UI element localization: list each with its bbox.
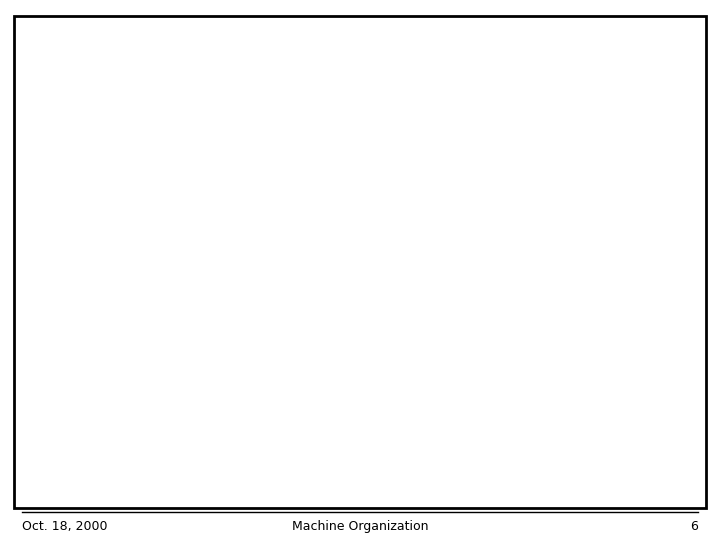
Text: Write-back Cycle (WB): Write-back Cycle (WB) — [50, 307, 277, 325]
Text: Regs[IR: Regs[IR — [112, 488, 172, 502]
Text: •: • — [22, 306, 36, 326]
Text: ] ← ALUOutput;: ] ← ALUOutput; — [234, 431, 353, 446]
Text: Machine Organization: Machine Organization — [292, 520, 428, 533]
Text: Memory Reference:: Memory Reference: — [79, 149, 229, 164]
Text: Register-Immediate ALU Instruction:: Register-Immediate ALU Instruction: — [79, 401, 356, 416]
Text: –: – — [61, 232, 70, 251]
Text: –: – — [61, 341, 70, 359]
Text: Regs[IR: Regs[IR — [112, 431, 172, 446]
Text: •: • — [97, 265, 104, 278]
Text: Mem[ALUOutput] ← B;: Mem[ALUOutput] ← B; — [112, 206, 266, 220]
Text: ] ← LMD;: ] ← LMD; — [234, 488, 302, 502]
Text: •: • — [97, 489, 104, 502]
Text: LMD ← Mem[ALUOutput];   or: LMD ← Mem[ALUOutput]; or — [112, 179, 315, 193]
Text: –: – — [61, 457, 70, 475]
Text: –: – — [61, 147, 70, 166]
Text: –: – — [61, 400, 70, 418]
Text: 11..15: 11..15 — [190, 500, 225, 510]
Text: Implementation Stages: Implementation Stages — [159, 31, 561, 60]
Text: 11..15: 11..15 — [190, 443, 225, 453]
Text: 16..20: 16..20 — [190, 384, 225, 394]
Text: •: • — [97, 432, 104, 445]
Text: •: • — [97, 207, 104, 220]
Text: •: • — [97, 180, 104, 193]
Text: Oct. 18, 2000: Oct. 18, 2000 — [22, 520, 107, 533]
Text: if (Cond) PC ← ALUOutput;: if (Cond) PC ← ALUOutput; — [112, 264, 294, 278]
Text: Register-Register ALU Instruction:: Register-Register ALU Instruction: — [79, 342, 336, 357]
Text: ] ← ALUOutput;: ] ← ALUOutput; — [234, 373, 353, 387]
Text: •: • — [97, 373, 104, 386]
Text: Regs[IR: Regs[IR — [112, 373, 172, 387]
Text: Memory Access/Branch Completion Cycle (MEM): Memory Access/Branch Completion Cycle (M… — [50, 110, 537, 128]
Text: Load Instruction:: Load Instruction: — [79, 458, 208, 474]
Text: Branch:: Branch: — [79, 234, 138, 249]
Text: •: • — [22, 109, 36, 129]
Text: 6: 6 — [690, 520, 698, 533]
